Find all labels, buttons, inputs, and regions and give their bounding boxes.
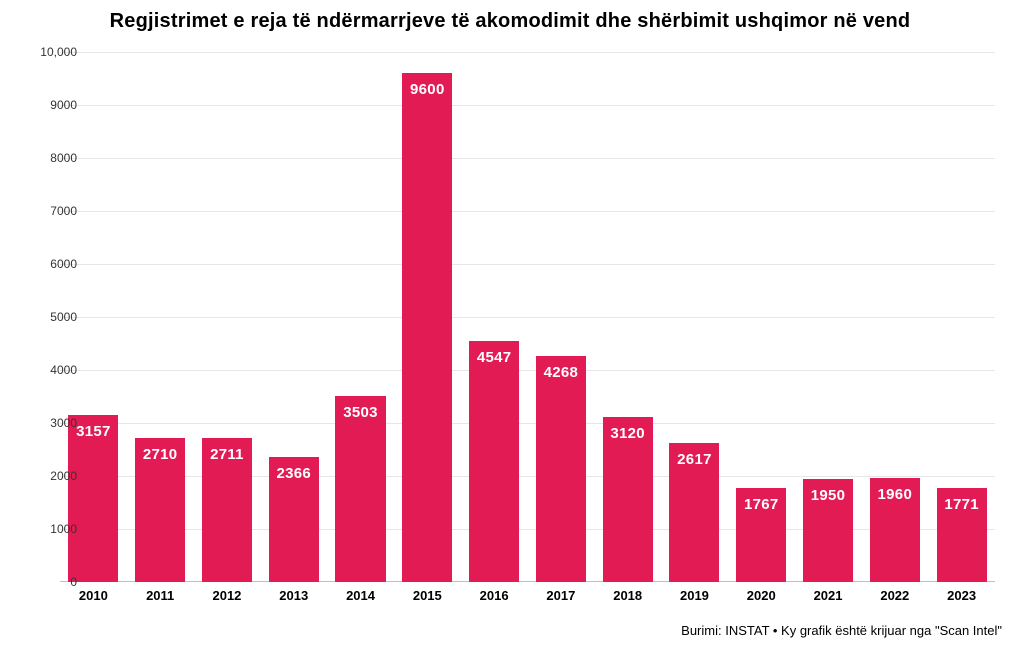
x-tick-label: 2016 [480, 588, 509, 603]
bar: 2617 [669, 443, 719, 582]
bar-value-label: 4547 [469, 349, 519, 366]
bar-value-label: 4268 [536, 364, 586, 381]
x-tick-label: 2023 [947, 588, 976, 603]
bar: 9600 [402, 73, 452, 582]
x-tick-label: 2017 [546, 588, 575, 603]
bar-value-label: 9600 [402, 81, 452, 98]
x-tick-label: 2020 [747, 588, 776, 603]
y-gridline [60, 158, 995, 159]
x-tick-label: 2011 [146, 588, 174, 603]
bar: 1767 [736, 488, 786, 582]
x-tick-label: 2010 [79, 588, 108, 603]
bar: 2711 [202, 438, 252, 582]
y-tick-label: 4000 [22, 363, 77, 377]
y-tick-label: 7000 [22, 204, 77, 218]
x-tick-label: 2015 [413, 588, 442, 603]
bar: 1950 [803, 479, 853, 582]
y-gridline [60, 529, 995, 530]
chart-footer: Burimi: INSTAT • Ky grafik është krijuar… [681, 623, 1002, 638]
bar: 4268 [536, 356, 586, 582]
bar: 1771 [937, 488, 987, 582]
x-tick-label: 2012 [212, 588, 241, 603]
chart-title: Regjistrimet e reja të ndërmarrjeve të a… [0, 10, 1020, 33]
y-tick-label: 9000 [22, 98, 77, 112]
bar-value-label: 3120 [603, 425, 653, 442]
bar-value-label: 2710 [135, 446, 185, 463]
x-tick-label: 2021 [814, 588, 843, 603]
bar: 3503 [335, 396, 385, 582]
bar: 3157 [68, 415, 118, 582]
y-gridline [60, 52, 995, 53]
bar: 2366 [269, 457, 319, 582]
y-tick-label: 3000 [22, 416, 77, 430]
y-tick-label: 8000 [22, 151, 77, 165]
bar-value-label: 2711 [202, 446, 252, 463]
bar-value-label: 1767 [736, 496, 786, 513]
x-tick-label: 2022 [880, 588, 909, 603]
chart-container: Regjistrimet e reja të ndërmarrjeve të a… [0, 0, 1020, 650]
x-tick-label: 2013 [279, 588, 308, 603]
y-gridline [60, 264, 995, 265]
bar: 4547 [469, 341, 519, 582]
y-tick-label: 2000 [22, 469, 77, 483]
y-gridline [60, 370, 995, 371]
y-gridline [60, 317, 995, 318]
x-tick-label: 2018 [613, 588, 642, 603]
y-gridline [60, 423, 995, 424]
bar-value-label: 2366 [269, 465, 319, 482]
bar-value-label: 1960 [870, 486, 920, 503]
y-tick-label: 1000 [22, 522, 77, 536]
x-axis-line [60, 581, 995, 582]
y-tick-label: 10,000 [22, 45, 77, 59]
bar: 3120 [603, 417, 653, 582]
x-tick-label: 2014 [346, 588, 375, 603]
y-tick-label: 5000 [22, 310, 77, 324]
y-tick-label: 0 [22, 575, 77, 589]
bar: 1960 [870, 478, 920, 582]
y-gridline [60, 211, 995, 212]
y-gridline [60, 105, 995, 106]
bar-value-label: 1950 [803, 487, 853, 504]
y-tick-label: 6000 [22, 257, 77, 271]
plot-area: 3157201027102011271120122366201335032014… [60, 52, 995, 582]
bar-value-label: 3503 [335, 404, 385, 421]
bar-value-label: 1771 [937, 496, 987, 513]
bar-value-label: 2617 [669, 451, 719, 468]
y-gridline [60, 476, 995, 477]
bar: 2710 [135, 438, 185, 582]
x-tick-label: 2019 [680, 588, 709, 603]
